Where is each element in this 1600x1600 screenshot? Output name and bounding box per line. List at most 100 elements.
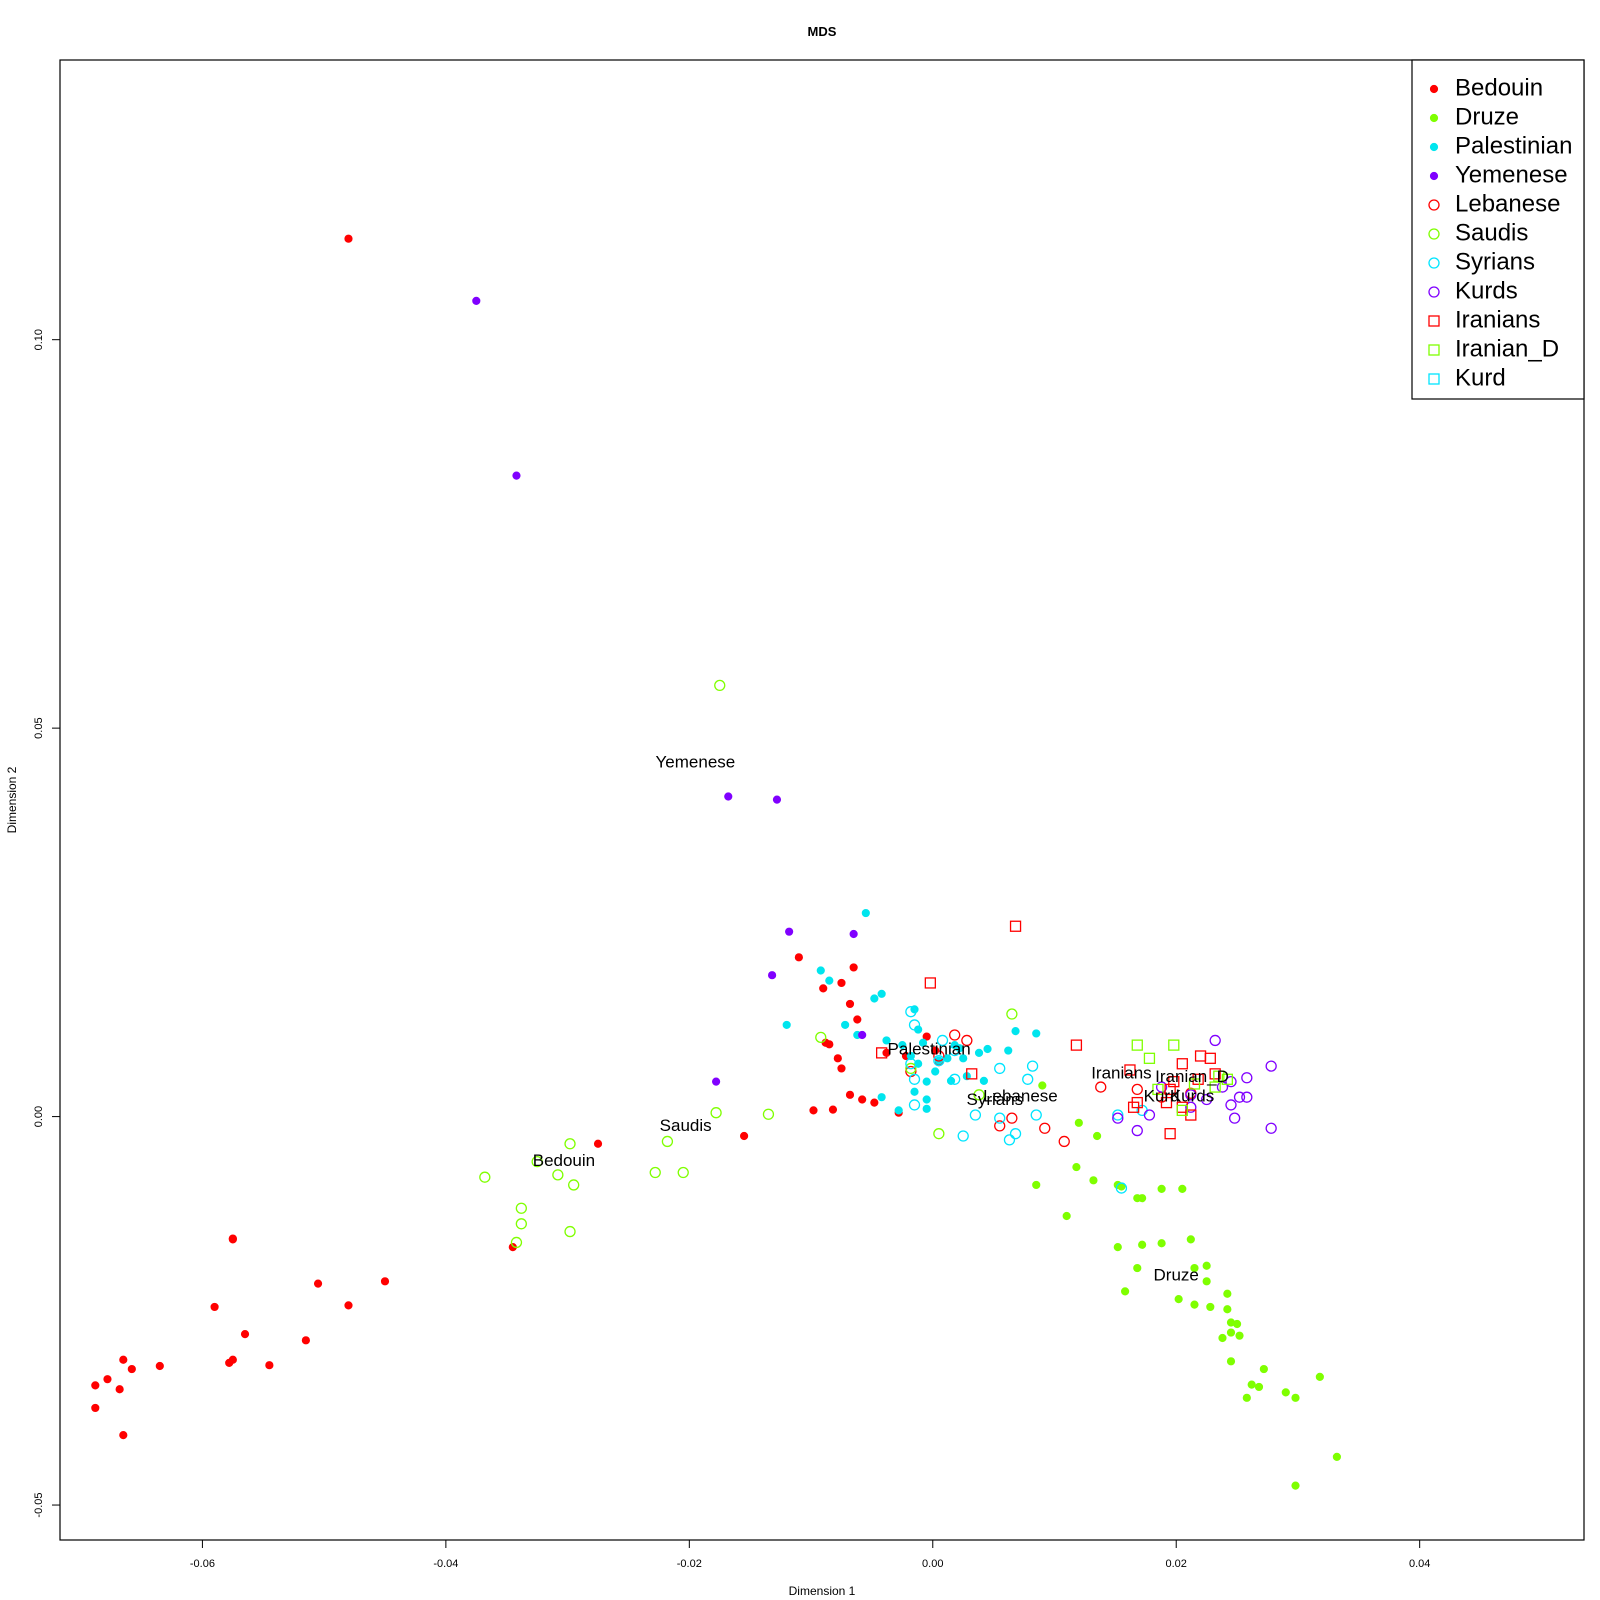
legend-marker-palestinian [1429,142,1439,152]
data-point-yemenese [785,927,794,936]
series-yemenese [472,296,867,1086]
data-point-syrians [1022,1073,1034,1085]
legend-label-bedouin: Bedouin [1455,74,1543,101]
data-point-yemenese [711,1077,721,1086]
data-point-bedouin [593,1139,603,1148]
data-point-lebanese [961,1034,973,1047]
data-point-lebanese [1131,1083,1143,1096]
data-point-bedouin [91,1403,100,1413]
data-point-syrians [908,1099,921,1111]
data-point-kurds [1155,1081,1168,1093]
x-tick-label: -0.02 [677,1558,702,1570]
legend-label-yemenese: Yemenese [1455,161,1568,188]
annotation-druze: Druze [1154,1265,1199,1284]
data-point-saudis [515,1202,527,1214]
data-point-iranians [1160,1096,1173,1109]
series-iranian-d [1131,1039,1233,1117]
data-point-druze [1259,1364,1268,1374]
data-point-bedouin [313,1279,323,1288]
series-druze [1032,1081,1341,1490]
data-point-iranians [1209,1068,1221,1080]
data-point-druze [1092,1131,1102,1141]
data-point-palestinian [931,1067,940,1076]
data-point-lebanese [1039,1122,1051,1134]
data-point-kurds [1143,1109,1156,1121]
data-point-druze [1223,1289,1232,1298]
data-point-bedouin [228,1234,237,1243]
data-point-bedouin [240,1330,250,1339]
legend-label-iranians: Iranians [1455,306,1540,333]
data-point-yemenese [772,795,782,804]
data-point-syrians [1030,1109,1042,1121]
data-point-iranians [1124,1064,1136,1076]
annotation-saudis: Saudis [660,1116,712,1135]
data-point-druze [1133,1263,1142,1273]
data-point-palestinian [877,1093,886,1102]
data-point-druze [1218,1333,1227,1343]
data-point-bedouin [119,1431,128,1440]
legend-marker-bedouin [1429,84,1439,94]
data-point-bedouin [845,999,855,1009]
series-syrians [905,1006,1148,1194]
data-point-iranians [1194,1050,1207,1062]
data-point-syrians [1026,1060,1039,1072]
data-point-druze [1332,1452,1341,1461]
data-point-saudis [815,1031,827,1043]
data-point-saudis [515,1218,527,1230]
data-point-syrians [905,1006,917,1018]
data-point-kurds [1241,1072,1253,1084]
data-point-bedouin [155,1361,164,1371]
data-point-yemenese [849,929,858,939]
legend-label-iranian-d: Iranian_D [1455,335,1559,362]
data-point-bedouin [809,1106,818,1115]
data-point-saudis [568,1179,580,1191]
data-point-bedouin [849,963,858,972]
data-point-palestinian [1011,1027,1020,1036]
data-point-druze [1138,1194,1147,1203]
data-point-bedouin [103,1375,112,1384]
data-point-syrians [969,1109,982,1121]
legend-marker-lebanese [1428,199,1440,211]
data-point-palestinian [877,989,886,998]
data-point-druze [1206,1302,1215,1312]
annotation-iranian-d: Iranian_D [1155,1067,1229,1086]
data-point-lebanese [933,1050,945,1062]
data-point-druze [1174,1295,1183,1304]
data-point-saudis [510,1236,523,1249]
data-point-lebanese [1058,1135,1070,1148]
data-point-bedouin [344,1301,353,1310]
data-point-syrians [908,1019,921,1031]
legend-marker-iranian-d [1428,344,1440,356]
x-axis-label: Dimension 1 [789,1584,856,1598]
data-point-druze [1315,1372,1324,1381]
data-point-syrians [1115,1182,1128,1194]
data-point-syrians [994,1112,1006,1124]
data-point-kurds [1185,1101,1197,1113]
data-point-iranians [1168,1075,1180,1088]
y-tick-label: 0.10 [33,329,45,350]
data-point-bedouin [265,1361,274,1370]
data-point-druze [1190,1263,1199,1273]
data-point-saudis [661,1135,674,1148]
legend-label-palestinian: Palestinian [1455,132,1572,159]
data-point-iranians [1164,1128,1176,1140]
data-point-kurds [1225,1099,1237,1111]
data-point-palestinian [910,1087,919,1096]
data-point-syrians [957,1130,969,1142]
chart-title: MDS [808,24,837,39]
data-point-kurds [1233,1091,1246,1103]
data-point-druze [1202,1277,1211,1286]
data-point-druze [1281,1388,1290,1397]
data-point-bedouin [344,234,353,243]
data-point-druze [1072,1162,1081,1172]
legend-box [1411,59,1585,400]
data-point-kurds [1225,1075,1237,1088]
data-point-druze [1291,1393,1300,1402]
legend-marker-iranians [1428,315,1440,327]
data-point-druze [1202,1261,1211,1270]
legend-label-druze: Druze [1455,103,1519,130]
data-point-iranians [1176,1058,1188,1070]
data-point-palestinian [861,908,870,918]
data-point-bedouin [301,1336,310,1345]
data-point-saudis [564,1225,576,1238]
